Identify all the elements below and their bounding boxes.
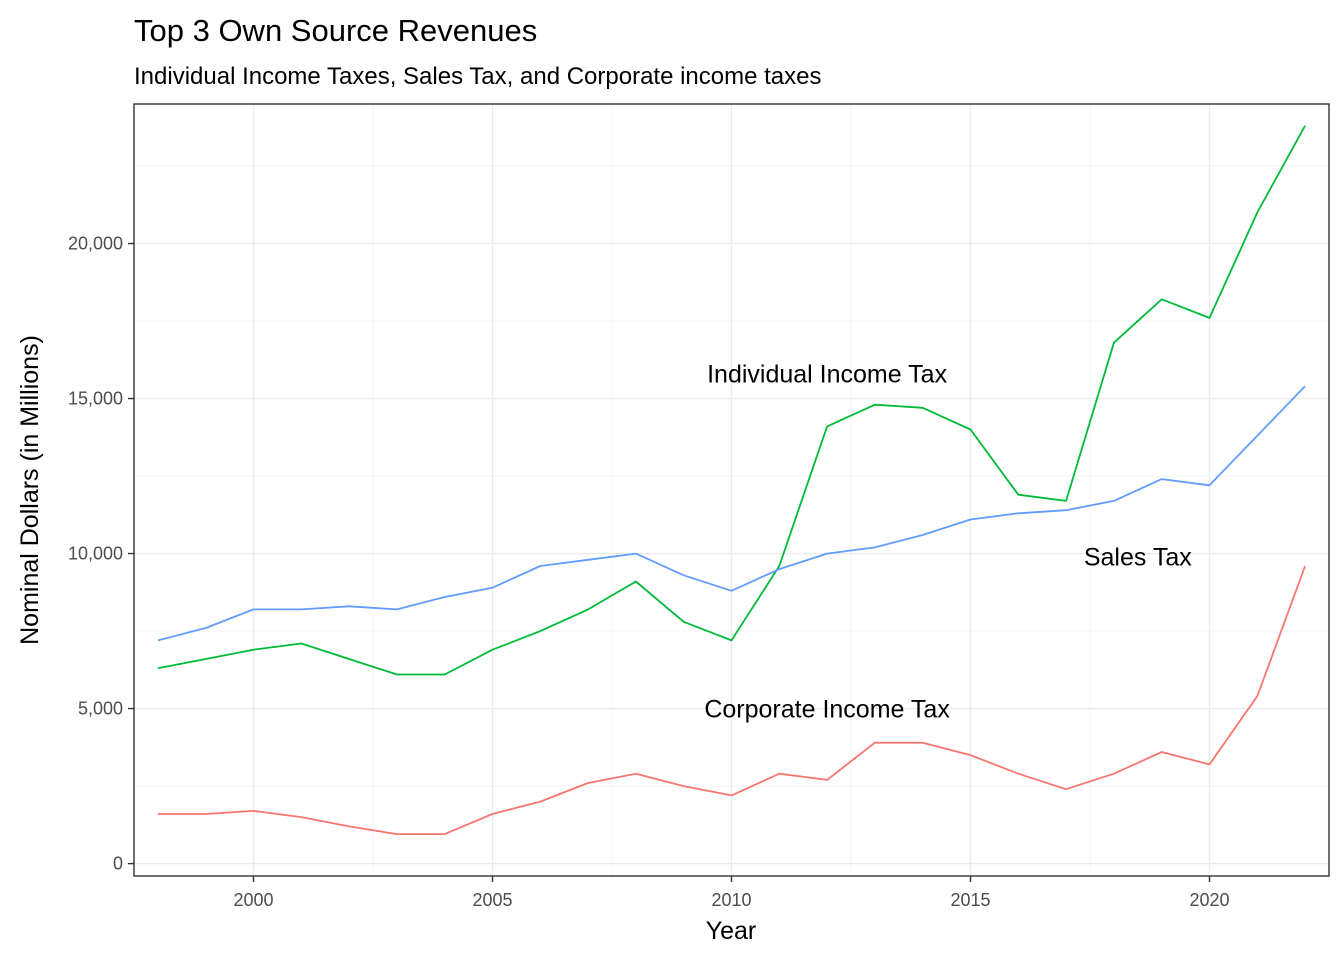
y-tick-label: 20,000 <box>68 234 123 254</box>
series-line-individual <box>157 125 1306 676</box>
x-tick-label: 2005 <box>472 890 512 910</box>
y-tick-label: 0 <box>113 854 123 874</box>
series-line-sales <box>157 385 1306 642</box>
series-line-corporate <box>157 565 1306 835</box>
annotation-label: Sales Tax <box>1084 544 1192 572</box>
chart-subtitle: Individual Income Taxes, Sales Tax, and … <box>134 63 822 90</box>
axes: 2000 2005 2010 2015 2020 0 5,000 10,000 15,000 20… <box>68 234 1230 910</box>
series-layer <box>157 125 1306 835</box>
chart-title: Top 3 Own Source Revenues <box>134 13 537 48</box>
annotation-label: Individual Income Tax <box>707 361 947 389</box>
x-tick-label: 2020 <box>1189 890 1229 910</box>
y-tick-label: 15,000 <box>68 389 123 409</box>
y-tick-label: 5,000 <box>78 699 123 719</box>
x-tick-label: 2010 <box>711 890 751 910</box>
x-tick-label: 2015 <box>950 890 990 910</box>
x-tick-label: 2000 <box>233 890 273 910</box>
grid <box>134 104 1329 876</box>
x-axis-title: Year <box>706 917 757 945</box>
y-axis-title: Nominal Dollars (in Millions) <box>16 335 44 645</box>
y-tick-label: 10,000 <box>68 544 123 564</box>
annotation-layer: Individual Income Tax Sales Tax Corporate … <box>704 361 1192 724</box>
annotation-label: Corporate Income Tax <box>704 696 950 724</box>
